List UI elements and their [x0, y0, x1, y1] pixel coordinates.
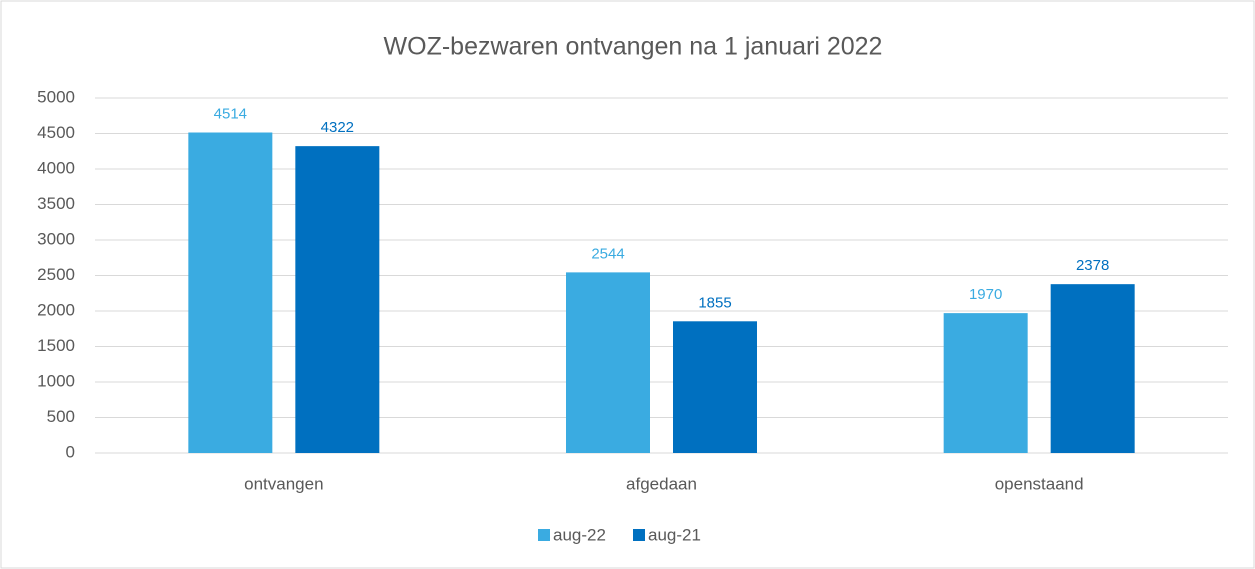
x-tick-label: ontvangen: [244, 474, 323, 493]
legend-label: aug-22: [553, 525, 606, 544]
legend-label: aug-21: [648, 525, 701, 544]
data-label: 2544: [591, 245, 624, 262]
chart-title: WOZ-bezwaren ontvangen na 1 januari 2022: [384, 33, 883, 61]
y-tick-label: 1000: [37, 371, 75, 390]
data-label: 1970: [969, 286, 1002, 303]
data-label: 4514: [214, 105, 247, 122]
x-tick-label: openstaand: [995, 474, 1084, 493]
y-tick-label: 4500: [37, 123, 75, 142]
data-label: 2378: [1076, 257, 1109, 274]
y-tick-label: 0: [66, 442, 75, 461]
bar: [188, 132, 273, 454]
y-tick-label: 3500: [37, 194, 75, 213]
y-tick-label: 4000: [37, 158, 75, 177]
y-tick-label: 2500: [37, 265, 75, 284]
legend-swatch: [633, 529, 645, 541]
bar: [673, 321, 757, 453]
y-tick-label: 500: [47, 407, 75, 426]
bar: [1050, 284, 1135, 453]
legend-swatch: [538, 529, 550, 541]
y-tick-label: 3000: [37, 229, 75, 248]
y-tick-label: 5000: [37, 87, 75, 106]
y-tick-label: 1500: [37, 336, 75, 355]
x-tick-label: afgedaan: [626, 474, 697, 493]
bar: [566, 272, 650, 453]
y-tick-label: 2000: [37, 300, 75, 319]
bar: [943, 313, 1028, 453]
bar: [295, 146, 380, 453]
data-label: 4322: [321, 119, 354, 136]
data-label: 1855: [698, 294, 731, 311]
